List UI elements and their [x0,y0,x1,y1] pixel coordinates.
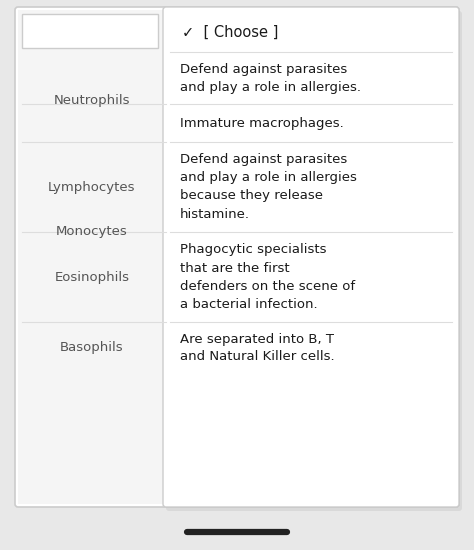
Text: Eosinophils: Eosinophils [55,271,129,283]
FancyBboxPatch shape [15,7,459,507]
Text: Neutrophils: Neutrophils [54,94,130,107]
FancyBboxPatch shape [163,7,459,507]
FancyBboxPatch shape [166,11,462,511]
Text: Immature macrophages.: Immature macrophages. [180,117,344,129]
Text: Defend against parasites
and play a role in allergies.: Defend against parasites and play a role… [180,63,361,94]
Text: Basophils: Basophils [60,342,124,355]
Text: ✓  [ Choose ]: ✓ [ Choose ] [182,25,278,40]
Text: Phagocytic specialists
that are the first
defenders on the scene of
a bacterial : Phagocytic specialists that are the firs… [180,244,355,311]
FancyBboxPatch shape [18,10,166,504]
Text: Monocytes: Monocytes [56,226,128,239]
FancyBboxPatch shape [22,14,158,48]
Text: Lymphocytes: Lymphocytes [48,180,136,194]
Text: Defend against parasites
and play a role in allergies
because they release
hista: Defend against parasites and play a role… [180,153,357,221]
Text: Are separated into B, T
and Natural Killer cells.: Are separated into B, T and Natural Kill… [180,333,335,364]
